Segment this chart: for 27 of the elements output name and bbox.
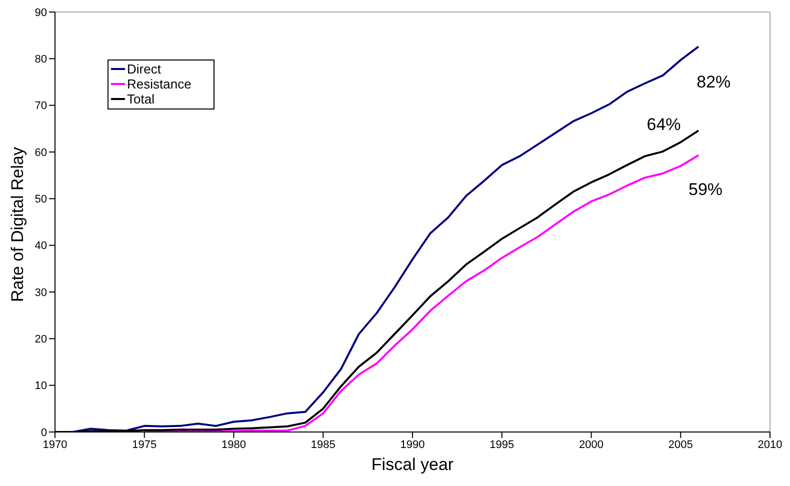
y-tick-label: 80 [34,54,47,66]
x-tick-label: 1975 [132,438,157,451]
annotation: 64% [646,115,681,134]
y-tick-label: 90 [34,6,47,19]
legend-label: Total [127,92,155,106]
y-tick-label: 0 [40,426,47,439]
y-tick-label: 50 [34,194,47,206]
legend-label: Direct [127,62,162,76]
y-tick-label: 30 [34,286,47,299]
y-tick-label: 20 [34,334,47,346]
y-tick-label: 10 [34,380,47,392]
x-tick-label: 1990 [400,438,425,451]
x-tick-label: 2010 [758,438,782,451]
y-tick-label: 70 [34,100,47,112]
x-tick-label: 2005 [668,438,693,451]
x-axis-title: Fiscal year [371,455,454,474]
y-axis-title: Rate of Digital Relay [8,146,28,302]
x-tick-label: 2000 [579,438,604,451]
annotation: 59% [688,180,723,199]
legend-label: Resistance [127,76,192,92]
x-tick-label: 1995 [490,438,514,451]
x-tick-label: 1985 [310,438,336,451]
x-tick-label: 1970 [42,438,68,451]
annotation: 82% [696,72,731,92]
x-tick-label: 1980 [222,438,246,451]
y-tick-label: 40 [34,240,47,252]
y-tick-label: 60 [34,146,47,159]
